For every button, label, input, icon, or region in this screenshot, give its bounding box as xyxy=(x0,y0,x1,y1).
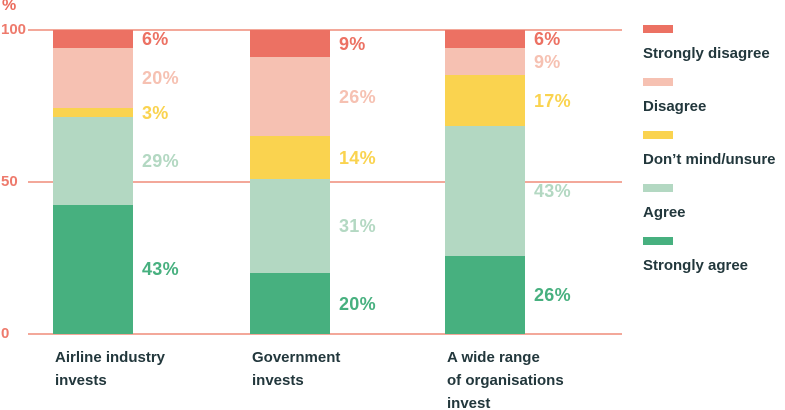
segment-value-label: 31% xyxy=(339,216,376,237)
legend-item: Strongly agree xyxy=(643,237,776,275)
legend-swatch xyxy=(643,237,673,245)
legend-label: Strongly disagree xyxy=(643,45,770,62)
segment-value-label: 6% xyxy=(534,29,561,50)
bar-segment xyxy=(250,273,330,334)
category-label-line: Airline industry xyxy=(55,349,166,366)
y-tick-label: 0 xyxy=(1,325,10,342)
legend-swatch xyxy=(643,131,673,139)
legend-swatch xyxy=(643,25,673,33)
legend-label: Agree xyxy=(643,204,686,221)
segment-value-label: 26% xyxy=(339,86,376,107)
bar-segment xyxy=(250,30,330,58)
bar-segment xyxy=(53,204,133,334)
bar-segment xyxy=(445,126,525,256)
bar-segment xyxy=(250,178,330,274)
legend-label: Disagree xyxy=(643,98,707,115)
gridline-0 xyxy=(28,333,622,335)
category-label-line: invests xyxy=(55,372,107,389)
legend-swatch xyxy=(643,184,673,192)
segment-value-label: 3% xyxy=(142,102,169,123)
category-label-line: invest xyxy=(447,395,491,410)
segment-value-label: 14% xyxy=(339,147,376,168)
bar-segment xyxy=(53,30,133,49)
y-axis-unit-label: % xyxy=(2,0,17,14)
segment-value-label: 26% xyxy=(534,284,571,305)
segment-value-label: 9% xyxy=(339,33,366,54)
y-tick-label: 100 xyxy=(1,21,27,38)
legend-item: Disagree xyxy=(643,78,776,116)
category-label-line: invests xyxy=(252,372,304,389)
bar-segment xyxy=(250,57,330,137)
legend-item: Strongly disagree xyxy=(643,25,776,63)
bar-segment xyxy=(53,117,133,205)
legend-label: Strongly agree xyxy=(643,257,749,274)
category-label-line: A wide range xyxy=(447,349,540,366)
segment-value-label: 17% xyxy=(534,90,571,111)
segment-value-label: 9% xyxy=(534,51,561,72)
bar-segment xyxy=(445,75,525,127)
segment-value-label: 43% xyxy=(142,259,179,280)
y-tick-label: 50 xyxy=(1,173,18,190)
bar-segment xyxy=(445,48,525,76)
segment-value-label: 43% xyxy=(534,181,571,202)
legend-label: Don’t mind/unsure xyxy=(643,151,776,168)
legend-swatch xyxy=(643,78,673,86)
segment-value-label: 6% xyxy=(142,29,169,50)
bar-segment xyxy=(53,108,133,118)
bar-segment xyxy=(445,30,525,49)
bar-segment xyxy=(445,255,525,334)
segment-value-label: 20% xyxy=(142,68,179,89)
category-label: A wide range of organisations invest xyxy=(447,346,564,410)
legend-item: Agree xyxy=(643,184,776,222)
legend: Strongly disagree Disagree Don’t mind/unsu… xyxy=(643,25,776,290)
legend-item: Don’t mind/unsure xyxy=(643,131,776,169)
category-label: Airline industry invests xyxy=(55,346,165,392)
bar-segment xyxy=(53,48,133,109)
segment-value-label: 20% xyxy=(339,293,376,314)
category-label: Government invests xyxy=(252,346,340,392)
category-label-line: of organisations xyxy=(447,372,564,389)
bar-segment xyxy=(250,136,330,179)
category-label-line: Government xyxy=(252,349,341,366)
segment-value-label: 29% xyxy=(142,150,179,171)
